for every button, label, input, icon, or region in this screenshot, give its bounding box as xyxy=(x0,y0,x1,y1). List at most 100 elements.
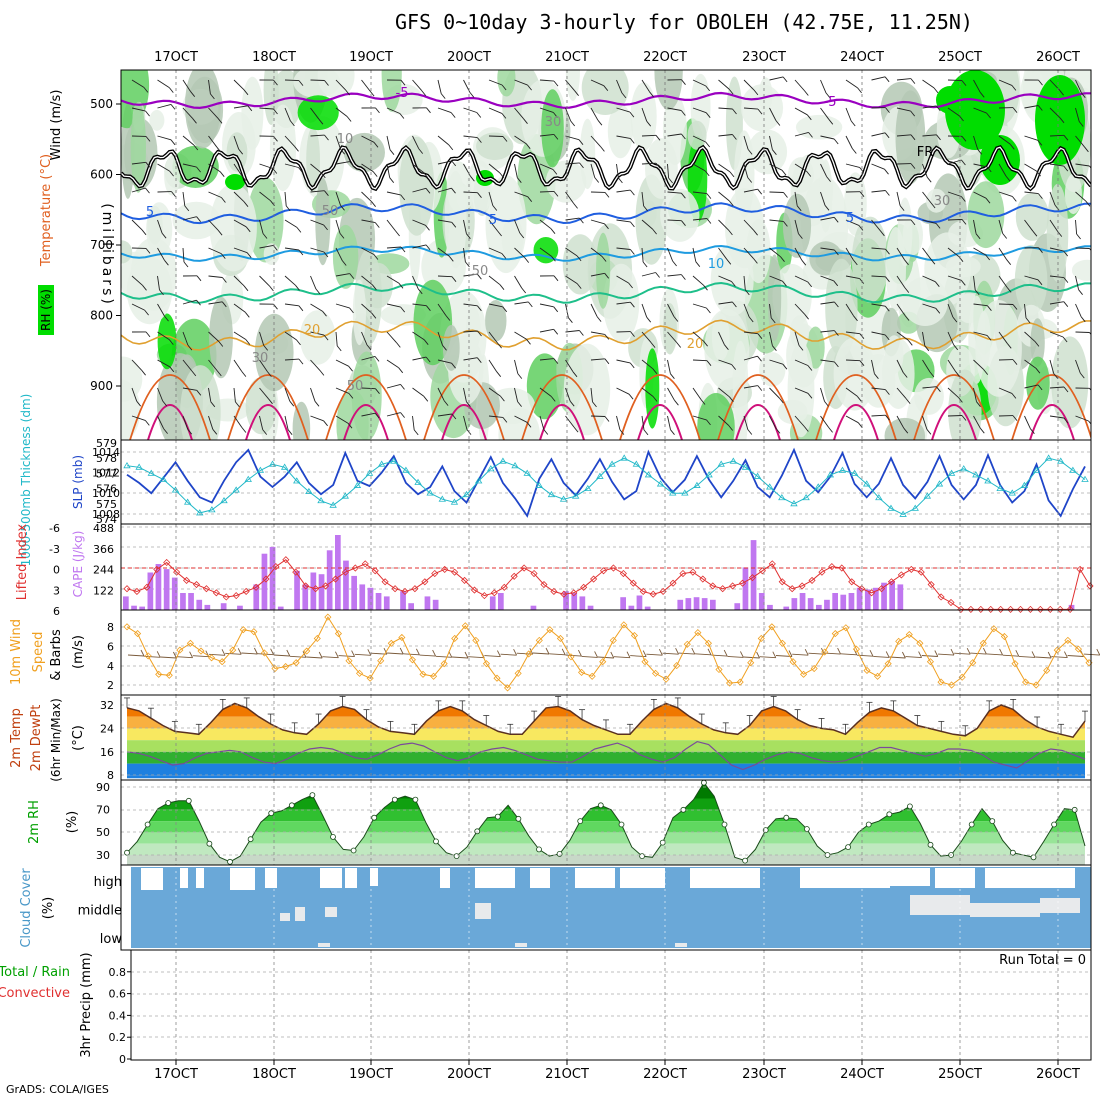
wind-barb-flag xyxy=(553,358,559,364)
li-tick: -3 xyxy=(49,543,60,556)
wind-barb xyxy=(233,247,248,254)
wind-barb xyxy=(616,189,631,193)
wind-speed-marker xyxy=(757,634,765,643)
thickness-marker xyxy=(232,486,240,493)
wind-barb xyxy=(820,79,827,94)
rh-shade xyxy=(545,160,587,203)
wind-barb-flag xyxy=(374,412,380,419)
wind-barb xyxy=(820,387,825,402)
wind-barb xyxy=(667,247,674,262)
wind-barb-flag xyxy=(901,651,906,659)
wind-barb xyxy=(820,330,835,333)
thickness-marker xyxy=(584,484,592,491)
wind-barb xyxy=(437,387,445,401)
wind-speed-marker xyxy=(895,637,903,645)
wind-barb xyxy=(463,303,478,307)
wind-barb-flag xyxy=(400,306,406,313)
wind-barb-flag xyxy=(629,362,635,369)
wind-barb xyxy=(590,415,606,417)
li-marker xyxy=(818,568,826,576)
wind-barb-flag xyxy=(1002,233,1008,239)
wind-barb xyxy=(514,275,523,289)
wind-barb-flag xyxy=(245,339,251,345)
wind-speed-marker xyxy=(1064,636,1072,644)
cloud-gap xyxy=(345,868,357,888)
wind-speed-marker xyxy=(303,647,311,655)
wind-barb xyxy=(896,107,911,112)
wind-barb-flag xyxy=(267,371,272,377)
wind-barb-flag xyxy=(986,335,992,341)
wind-barb xyxy=(361,247,375,255)
wind-barb xyxy=(386,303,401,308)
wind-barb xyxy=(437,303,447,316)
wind-barb-flag xyxy=(347,422,353,429)
wind-barb xyxy=(182,247,185,263)
x-tick-label-bottom: 26OCT xyxy=(1036,1067,1080,1082)
rh-shade xyxy=(121,240,133,264)
wind-barb xyxy=(259,244,274,249)
wind-barb xyxy=(310,331,325,336)
wind-barb-flag xyxy=(298,249,304,256)
wind-barb xyxy=(131,359,142,371)
wind-barb xyxy=(769,303,772,318)
cloud-gap xyxy=(800,868,890,888)
wind-barb-flag xyxy=(222,277,227,283)
wind-barb-flag xyxy=(339,233,345,239)
wind-barb-flag xyxy=(525,143,531,149)
wind-barb-flag xyxy=(806,171,812,177)
cape-bar xyxy=(701,598,708,610)
wind-barb xyxy=(488,247,503,254)
wind-barb xyxy=(692,387,702,400)
rh-shade xyxy=(833,337,876,411)
wind-speed-marker xyxy=(1011,660,1019,668)
wind-barb-flag xyxy=(550,228,556,234)
li-marker xyxy=(312,585,320,593)
wind-barb xyxy=(463,357,478,361)
rh-shade xyxy=(758,77,773,113)
wind-barb xyxy=(259,415,264,430)
wind-barb xyxy=(488,275,501,286)
wind-barb xyxy=(182,359,193,372)
li-marker xyxy=(590,575,598,583)
wind-barb-flag xyxy=(770,317,776,324)
dewpoint-line xyxy=(126,740,1086,771)
wind-barb-flag xyxy=(389,149,395,155)
rh-marker xyxy=(391,796,398,803)
wind-barb xyxy=(792,653,809,656)
thickness-marker xyxy=(753,472,762,479)
cape-bar xyxy=(530,605,537,610)
wind-barb-flag xyxy=(753,258,758,264)
wind-barb xyxy=(794,107,808,116)
wind-speed-marker xyxy=(1000,632,1008,641)
wind-barb xyxy=(922,219,937,224)
wind-barb-flag xyxy=(521,287,527,294)
wind-speed-marker xyxy=(726,679,734,687)
rh-shade xyxy=(336,389,369,440)
wind-barb-flag xyxy=(395,342,401,348)
wind-barb-flag xyxy=(295,285,300,291)
li-marker xyxy=(520,564,528,572)
wind-barb xyxy=(896,387,907,399)
wind-barb xyxy=(514,331,527,340)
wind-barb-flag xyxy=(1057,231,1063,237)
wind-barb xyxy=(845,303,854,317)
wind-barb-flag xyxy=(783,221,788,227)
wind-barb-flag xyxy=(171,191,176,197)
wind-barb xyxy=(794,219,799,234)
wind-title-3: & Barbs xyxy=(49,629,64,681)
thickness-marker xyxy=(596,472,604,479)
wind-barb-flag xyxy=(302,651,307,658)
wind-barb xyxy=(549,653,566,656)
wind-barb-flag xyxy=(628,393,634,400)
cape-bar xyxy=(758,593,765,610)
wind-barb xyxy=(1049,415,1064,419)
wind-barb-flag xyxy=(477,273,482,280)
thickness-marker xyxy=(814,483,822,490)
temp-title-4: (°C) xyxy=(71,725,86,751)
wind-barb xyxy=(769,107,777,121)
surface-isotherm-hot xyxy=(1029,404,1075,440)
thickness-tick: 577 xyxy=(96,467,117,480)
wind-barb-flag xyxy=(417,288,423,295)
rh-shade xyxy=(226,132,248,172)
wind-speed-marker xyxy=(218,658,226,666)
